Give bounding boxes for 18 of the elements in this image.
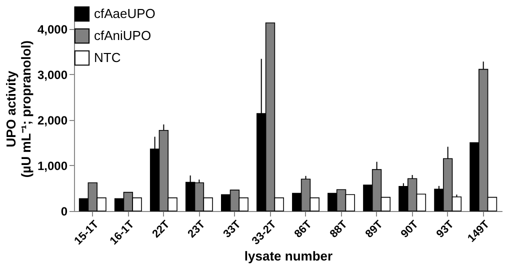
y-tick-label: 0	[60, 204, 68, 218]
legend-label: NTC	[94, 50, 121, 65]
legend-label: cfAaeUPO	[94, 6, 156, 21]
x-tick-label: 33T	[221, 218, 244, 240]
y-tick-label: 2,000	[37, 113, 68, 128]
y-tick-label: 1,000	[37, 158, 68, 173]
x-tick-label: 89T	[363, 218, 386, 240]
x-tick-label: 23T	[186, 218, 208, 240]
y-tick-label: 4,000	[37, 22, 68, 36]
x-tick-label: 88T	[328, 218, 350, 240]
y-tick-label: 3,000	[37, 68, 68, 82]
x-tick-label: 86T	[292, 218, 314, 240]
x-tick-label: 22T	[150, 218, 172, 240]
legend-label: cfAniUPO	[94, 28, 152, 43]
x-tick-label: 90T	[398, 218, 421, 240]
x-axis-title: lysate number	[244, 248, 333, 264]
x-tick-label: 93T	[434, 218, 457, 240]
y-axis-title: UPO activity (µU mL⁻¹; propranolol)	[3, 40, 34, 178]
